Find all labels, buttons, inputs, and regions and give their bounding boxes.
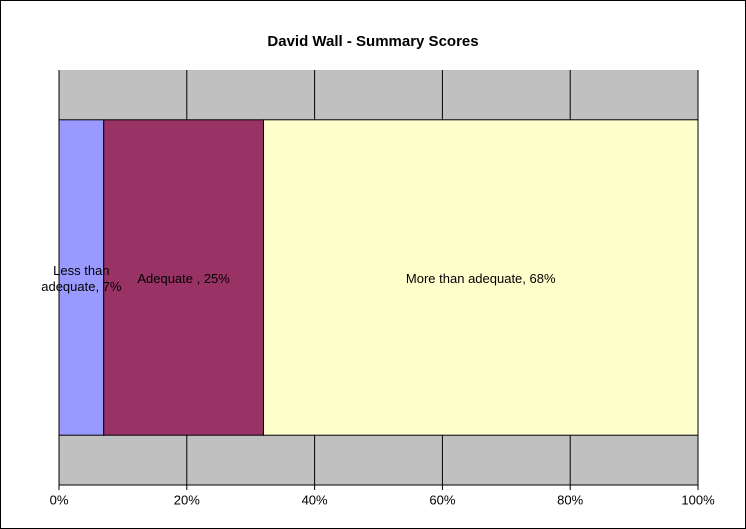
bar-segment (262, 119, 699, 436)
data-label: Less than adequate, 7% (41, 262, 122, 294)
chart-title: David Wall - Summary Scores (267, 33, 478, 50)
data-label: More than adequate, 68% (405, 270, 556, 286)
data-label: Adequate , 25% (137, 270, 230, 286)
x-tick-label: 80% (557, 492, 583, 507)
x-tick-label: 100% (681, 492, 715, 507)
x-tick-label: 40% (302, 492, 328, 507)
x-tick-label: 60% (429, 492, 455, 507)
bar-segment (103, 119, 264, 436)
x-tick-label: 20% (174, 492, 200, 507)
x-tick-label: 0% (50, 492, 69, 507)
